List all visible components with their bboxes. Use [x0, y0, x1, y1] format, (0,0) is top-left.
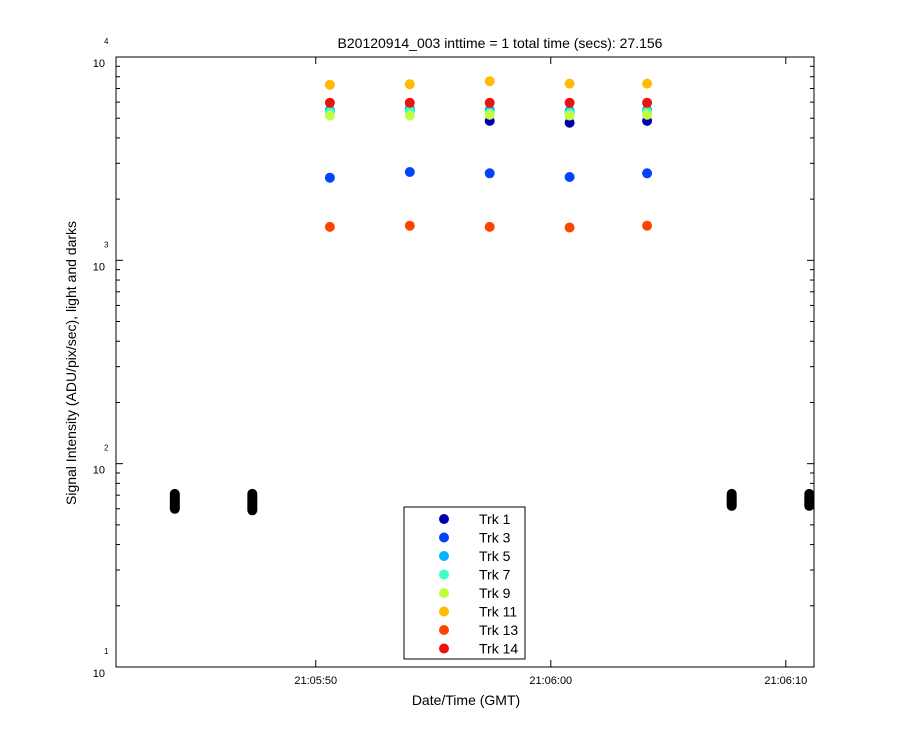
- legend-label: Trk 9: [479, 585, 511, 601]
- legend-label: Trk 11: [479, 604, 517, 620]
- series-point-trk-14: [324, 97, 335, 108]
- series-point-trk-13: [564, 222, 575, 233]
- series-point-trk-3: [404, 167, 415, 177]
- series-point-trk-13: [484, 221, 495, 232]
- series-point-trk-1: [564, 117, 575, 128]
- dark-point: [726, 488, 737, 499]
- series-point-trk-11: [564, 78, 575, 89]
- series-point-trk-3: [324, 172, 335, 183]
- series-point-trk-13: [404, 220, 415, 231]
- axes-box: [115, 56, 815, 668]
- series-point-trk-3: [484, 168, 495, 179]
- series-point-trk-11: [642, 78, 653, 89]
- y-axis-label: Signal Intensity (ADU/pix/sec), light an…: [63, 221, 79, 505]
- axes: 10 1 10 2 10 3 10 4 21:05:50 21:06:00 21:06:10: [93, 37, 815, 687]
- legend-box: [403, 506, 526, 660]
- y-tick-label: 10: [93, 668, 105, 680]
- y-tick-label: 10: [93, 58, 105, 70]
- series-point-trk-9: [564, 110, 575, 121]
- series-point-trk-9: [404, 110, 415, 121]
- series-point-trk-9: [324, 110, 335, 121]
- series-point-trk-11: [404, 79, 415, 90]
- legend-label: Trk 7: [479, 567, 511, 583]
- y-tick-exponent: 4: [104, 37, 109, 46]
- series-point-trk-13: [324, 221, 335, 232]
- dark-point: [804, 488, 815, 499]
- legend-marker: [439, 569, 449, 580]
- legend-label: Trk 1: [479, 511, 511, 527]
- series-point-trk-14: [642, 97, 653, 108]
- dark-point: [247, 488, 258, 499]
- legend-marker: [439, 514, 449, 524]
- legend-marker: [439, 532, 449, 543]
- plot-area: [169, 76, 815, 516]
- legend-marker: [439, 643, 449, 654]
- y-tick-exponent: 3: [104, 240, 109, 249]
- series-point-trk-11: [324, 79, 335, 90]
- legend-label: Trk 3: [479, 530, 511, 546]
- series-point-trk-14: [484, 97, 495, 108]
- series-point-trk-13: [642, 220, 653, 231]
- series-point-trk-9: [642, 109, 653, 120]
- series-point-trk-14: [564, 97, 575, 108]
- dark-point: [169, 488, 180, 499]
- y-tick-exponent: 1: [104, 647, 109, 656]
- x-tick-label: 21:06:10: [764, 675, 807, 687]
- legend-label: Trk 13: [479, 622, 518, 638]
- legend-marker: [439, 588, 449, 598]
- y-tick-label: 10: [93, 261, 105, 273]
- series-point-trk-3: [564, 172, 575, 182]
- legend-marker: [439, 606, 449, 617]
- x-axis-label: Date/Time (GMT): [412, 692, 520, 708]
- series-point-trk-14: [404, 97, 415, 108]
- y-tick-label: 10: [93, 465, 105, 477]
- legend-label: Trk 14: [479, 641, 518, 657]
- chart-title: B20120914_003 inttime = 1 total time (se…: [338, 35, 663, 51]
- series-point-trk-9: [484, 109, 495, 120]
- legend-marker: [439, 551, 449, 561]
- x-tick-label: 21:06:00: [529, 675, 572, 687]
- legend-label: Trk 5: [479, 548, 511, 564]
- legend-marker: [439, 625, 449, 635]
- legend: Trk 1 Trk 3 Trk 5 Trk 7 Trk 9 Trk 11 Trk 13 Trk…: [403, 506, 526, 660]
- series-point-trk-11: [484, 76, 495, 87]
- series-point-trk-3: [642, 168, 653, 179]
- x-tick-label: 21:05:50: [294, 675, 337, 687]
- y-tick-exponent: 2: [104, 444, 109, 453]
